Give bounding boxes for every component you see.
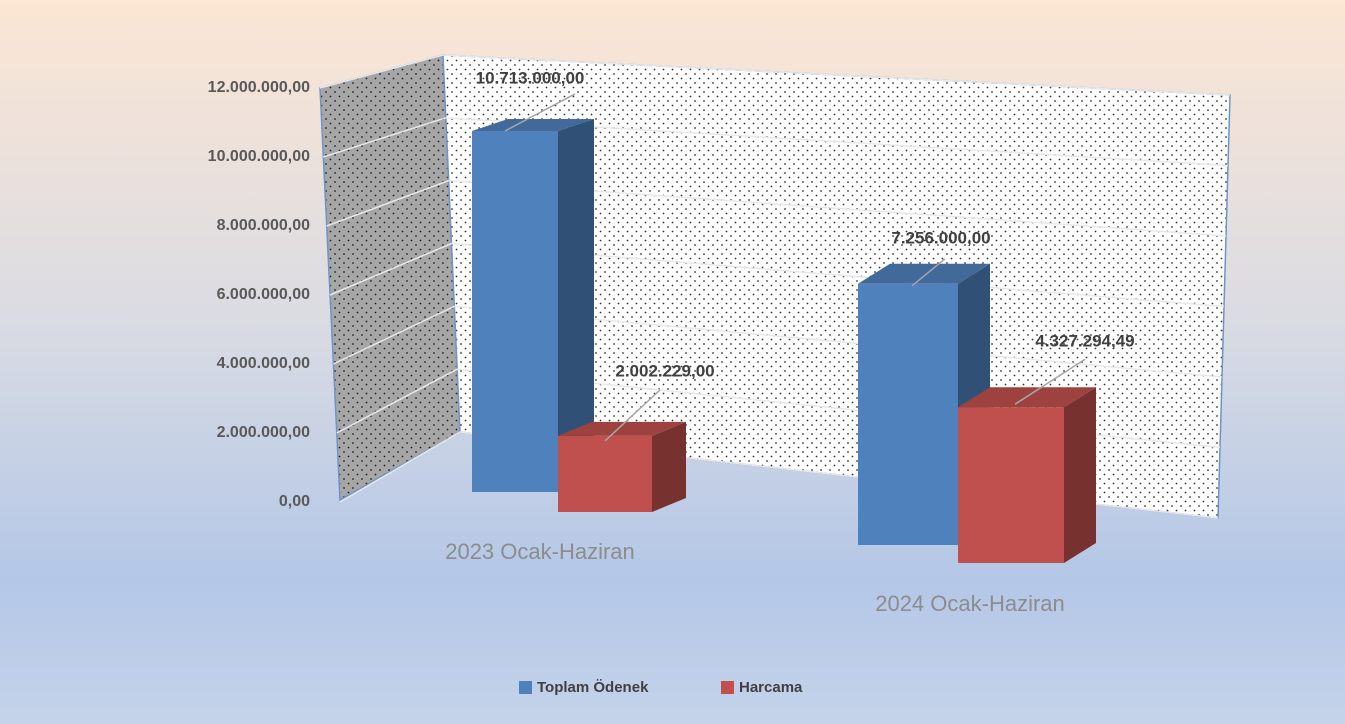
legend-label: Toplam Ödenek <box>537 679 649 696</box>
y-tick-label: 10.000.000,00 <box>208 148 310 165</box>
bar-top <box>558 421 686 436</box>
x-tick-label: 2023 Ocak-Haziran <box>445 539 635 564</box>
y-tick-label: 6.000.000,00 <box>217 286 311 303</box>
value-label: 10.713.000,00 <box>476 68 585 87</box>
value-label: 7.256.000,00 <box>891 228 990 247</box>
legend-label: Harcama <box>739 679 803 696</box>
legend-swatch <box>721 681 734 694</box>
value-label: 2.002.229,00 <box>615 361 714 380</box>
bar-side <box>1064 387 1096 563</box>
bar-side <box>558 118 594 493</box>
bar-top <box>858 263 990 284</box>
bar-front <box>558 435 652 512</box>
bar-front <box>472 130 558 492</box>
legend-swatch <box>519 681 532 694</box>
value-label: 4.327.294,49 <box>1035 332 1134 351</box>
y-tick-label: 2.000.000,00 <box>217 424 311 441</box>
grid-line <box>326 179 1227 237</box>
y-tick-label: 8.000.000,00 <box>217 217 311 234</box>
y-tick-label: 0,00 <box>279 493 310 510</box>
bar-side <box>652 421 686 512</box>
y-tick-label: 12.000.000,00 <box>208 79 310 96</box>
leader-line <box>911 258 946 287</box>
bar-top <box>472 118 594 131</box>
grid-line <box>319 54 1231 96</box>
x-tick-label: 2024 Ocak-Haziran <box>875 591 1065 616</box>
side-wall <box>319 54 461 502</box>
leader-line <box>604 389 661 442</box>
bar-front <box>958 407 1064 563</box>
y-tick-label: 4.000.000,00 <box>217 355 311 372</box>
bar-front <box>858 283 958 545</box>
leader-line <box>504 93 576 132</box>
grid-line <box>323 117 1229 167</box>
leader-line <box>1014 358 1086 405</box>
